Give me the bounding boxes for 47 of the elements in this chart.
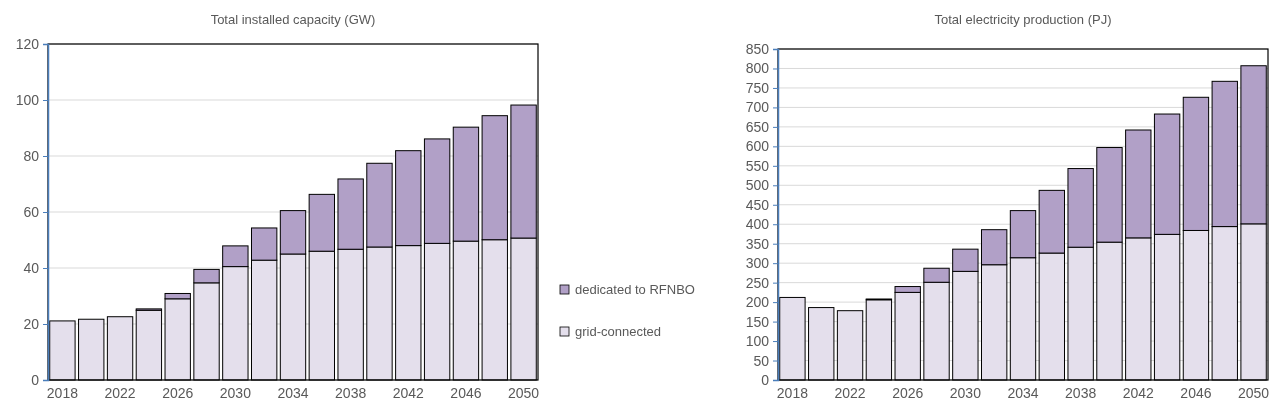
x-tick-label: 2018 <box>776 385 809 402</box>
x-tick-label: 2038 <box>335 385 367 402</box>
x-tick-label: 2030 <box>949 385 982 402</box>
y-tick-label: 550 <box>745 157 770 174</box>
x-tick-label: 2030 <box>219 385 252 402</box>
x-tick-label: 2026 <box>162 385 194 402</box>
y-tick-label: 0 <box>31 371 40 388</box>
y-tick-label: 800 <box>745 60 770 77</box>
y-tick-label: 200 <box>745 294 770 311</box>
x-tick-label: 2042 <box>392 385 425 402</box>
y-tick-label: 60 <box>23 203 40 220</box>
y-tick-label: 650 <box>745 118 770 135</box>
y-tick-label: 300 <box>745 255 770 272</box>
x-tick-label: 2038 <box>1065 385 1097 402</box>
y-tick-label: 500 <box>745 177 770 194</box>
legend-label: dedicated to RFNBO <box>575 282 695 297</box>
y-tick-label: 400 <box>745 216 770 233</box>
chart-title: Total installed capacity (GW) <box>210 12 376 27</box>
y-tick-label: 120 <box>15 35 40 52</box>
y-tick-label: 700 <box>745 99 770 116</box>
y-tick-label: 750 <box>745 79 770 96</box>
x-tick-label: 2046 <box>450 385 482 402</box>
x-tick-label: 2050 <box>1238 385 1270 402</box>
x-tick-label: 2022 <box>834 385 866 402</box>
chart-title: Total electricity production (PJ) <box>934 12 1112 27</box>
y-tick-label: 450 <box>745 196 770 213</box>
y-tick-label: 0 <box>761 371 770 388</box>
y-tick-label: 600 <box>745 138 770 155</box>
x-tick-label: 2050 <box>508 385 540 402</box>
x-tick-label: 2022 <box>104 385 136 402</box>
x-tick-label: 2018 <box>46 385 79 402</box>
y-tick-label: 150 <box>745 313 770 330</box>
y-tick-label: 80 <box>23 147 40 164</box>
y-tick-label: 40 <box>23 259 40 276</box>
y-tick-label: 50 <box>753 352 770 369</box>
x-tick-label: 2046 <box>1180 385 1212 402</box>
x-tick-label: 2026 <box>892 385 924 402</box>
x-tick-label: 2042 <box>1122 385 1155 402</box>
y-tick-label: 100 <box>745 333 770 350</box>
x-tick-label: 2034 <box>277 385 309 402</box>
y-tick-label: 100 <box>15 91 40 108</box>
x-tick-label: 2034 <box>1007 385 1039 402</box>
y-tick-label: 250 <box>745 274 770 291</box>
y-tick-label: 20 <box>23 315 40 332</box>
y-tick-label: 350 <box>745 235 770 252</box>
legend-label: grid-connected <box>575 324 661 339</box>
y-tick-label: 850 <box>745 40 770 57</box>
